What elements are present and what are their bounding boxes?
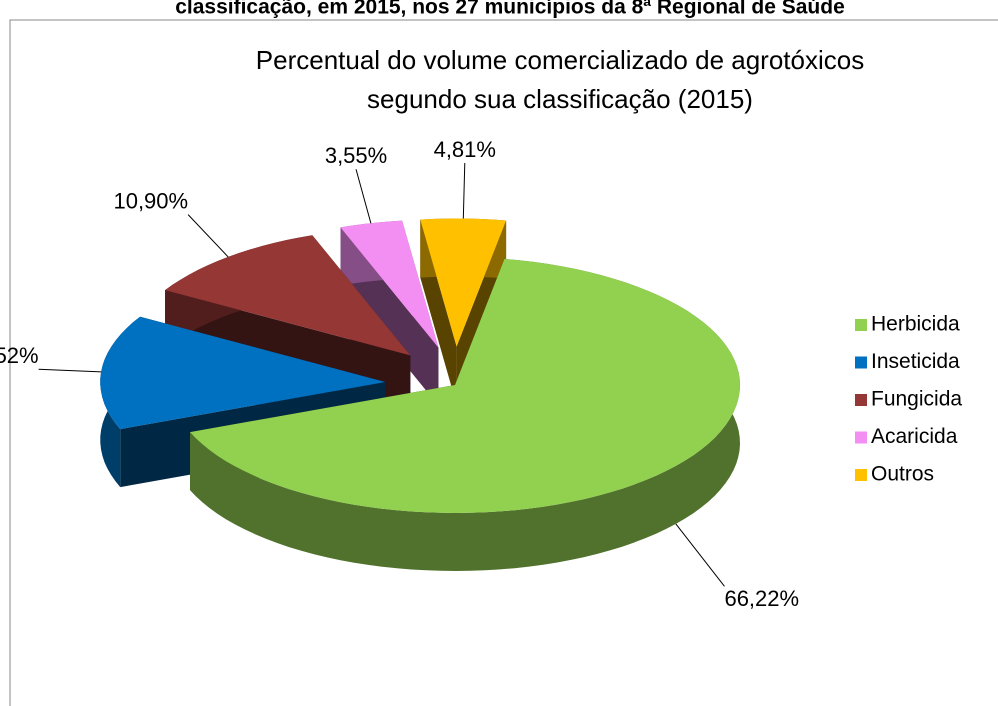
- legend-label: Fungicida: [871, 388, 962, 411]
- leader-line: [675, 523, 725, 587]
- legend-swatch: [855, 469, 867, 481]
- legend-label: Inseticida: [871, 350, 960, 373]
- legend-label: Acaricida: [871, 425, 958, 448]
- leader-line: [38, 368, 102, 373]
- leader-line: [462, 162, 466, 219]
- legend-label: Outros: [871, 463, 934, 486]
- legend-label: Herbicida: [871, 313, 960, 336]
- legend-swatch: [855, 356, 867, 369]
- slice: [190, 258, 740, 513]
- chart-title: segundo sua classificação (2015): [367, 84, 753, 114]
- data-label: 3,55%: [325, 143, 387, 168]
- legend-swatch: [855, 319, 867, 331]
- chart-title: Percentual do volume comercializado de a…: [256, 45, 864, 75]
- leader-line: [187, 214, 229, 258]
- data-label: 4,81%: [434, 137, 496, 162]
- data-label: 66,22%: [724, 586, 799, 611]
- slice: [100, 316, 386, 430]
- data-label: 14,52%: [0, 343, 39, 368]
- data-label: 10,90%: [113, 188, 188, 213]
- caption: classificação, em 2015, nos 27 município…: [175, 0, 845, 19]
- slice: [420, 218, 507, 347]
- leader-line: [355, 169, 372, 224]
- legend-swatch: [855, 431, 867, 444]
- legend-swatch: [855, 394, 867, 406]
- slice: [340, 220, 439, 348]
- slice: [165, 235, 411, 356]
- chart-frame: [9, 19, 998, 706]
